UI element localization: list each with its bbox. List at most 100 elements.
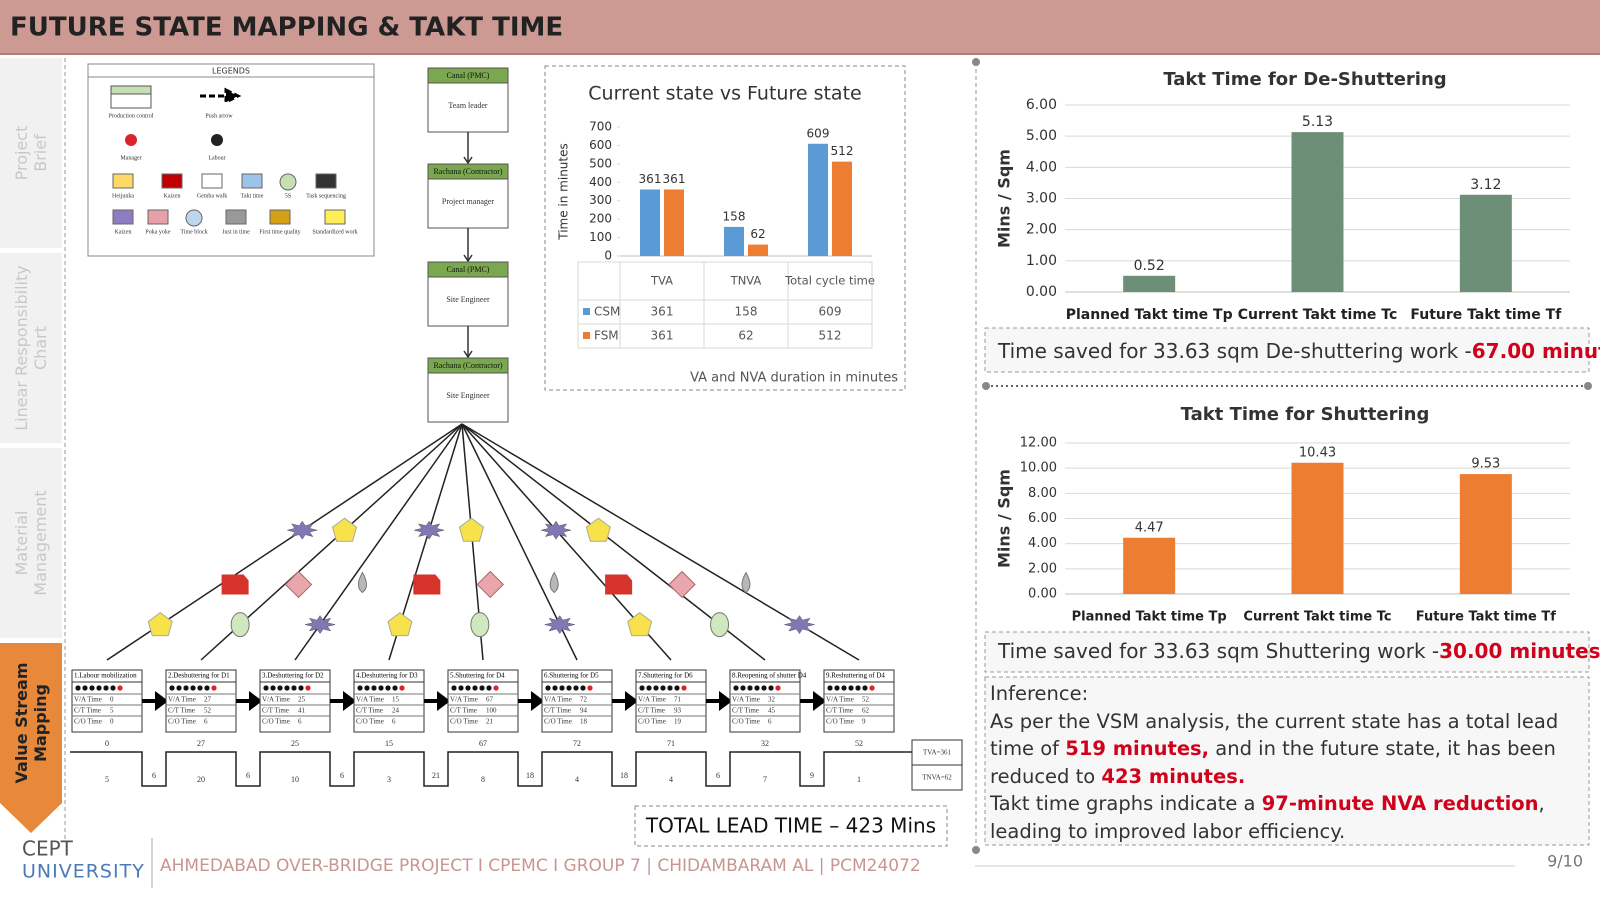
field-value: 32 [768, 696, 776, 704]
timeline-nva: 1 [857, 775, 861, 784]
chart-caption: VA and NVA duration in minutes [690, 371, 898, 386]
field-value: 9 [862, 718, 866, 726]
org-arrow [463, 228, 473, 263]
process-name: 2.Deshuttering for D1 [168, 672, 230, 680]
data-label: 609 [807, 126, 830, 140]
push-arrow [518, 691, 545, 711]
push-arrow [612, 691, 639, 711]
data-label: 0.52 [1134, 258, 1165, 274]
labour-icon [472, 685, 478, 691]
vsm-icon [549, 571, 559, 594]
labour-icon [834, 685, 840, 691]
x-tick-label: Total cycle time [784, 274, 875, 288]
bar [832, 161, 852, 256]
process-box [635, 669, 707, 733]
y-tick-label: 400 [589, 175, 612, 189]
legend-label: Kaizen [164, 193, 181, 199]
vsm-icon [147, 611, 173, 637]
table-value: 361 [651, 305, 674, 319]
y-tick-label: 700 [589, 120, 612, 134]
legend-icon [161, 173, 183, 189]
labour-icon [378, 685, 384, 691]
field-label: C/O Time [826, 718, 854, 726]
labour-icon [646, 685, 652, 691]
field-value: 94 [580, 707, 588, 715]
y-tick-label: 1.00 [1026, 253, 1057, 269]
data-label: 62 [750, 227, 765, 241]
labour-icon [486, 685, 492, 691]
timeline-nva: 8 [481, 775, 485, 784]
y-tick-label: 600 [589, 138, 612, 152]
y-tick-label: 6.00 [1028, 511, 1057, 526]
data-label: 5.13 [1302, 114, 1333, 130]
vsm-icon [627, 611, 653, 637]
saving-text: Time saved for 33.63 sqm De-shuttering w… [997, 339, 1600, 363]
legend-icon [211, 134, 223, 146]
bar [1123, 537, 1176, 594]
legend-label: Time block [180, 229, 207, 235]
push-arrow [800, 691, 827, 711]
field-label: V/A Time [168, 696, 196, 704]
labour-icon [479, 685, 485, 691]
labour-icon [364, 685, 370, 691]
timeline-nva: 7 [763, 775, 767, 784]
legend-label: Takt time [241, 193, 264, 199]
org-name: Canal (PMC) [447, 265, 490, 274]
vsm-icon [668, 570, 696, 599]
y-tick-label: 2.00 [1026, 222, 1057, 238]
timeline-va: 71 [667, 739, 675, 748]
org-name: Rachana (Contractor) [433, 167, 502, 176]
field-label: C/O Time [450, 718, 478, 726]
labour-icon [291, 685, 297, 691]
legend-label: Kaizen [115, 229, 132, 235]
y-axis-label: Mins / Sqm [995, 469, 1014, 568]
total-va: TVA=361 [923, 749, 951, 757]
legend-label: Gemba walk [197, 193, 228, 199]
inference-text: and in the future state, it has been red… [990, 737, 1556, 788]
inference-box [984, 676, 1590, 846]
table-value: 609 [819, 305, 842, 319]
org-node-head [427, 357, 509, 374]
labour-icon [841, 685, 847, 691]
vsm-icon [784, 615, 815, 635]
timeline-va: 0 [105, 739, 109, 748]
legend-label: Poka yoke [145, 229, 171, 235]
field-label: C/T Time [356, 707, 383, 715]
process-box [541, 669, 613, 733]
chart-title: Takt Time for De-Shuttering [1163, 69, 1446, 90]
process-box [353, 669, 425, 733]
timeline-co: 21 [432, 771, 440, 780]
bar [1459, 194, 1512, 292]
labour-icon [211, 685, 217, 691]
bar [808, 143, 828, 256]
labour-icon [298, 685, 304, 691]
header-bar [0, 0, 1600, 54]
legend-icon [324, 209, 346, 225]
inference-text: Takt time graphs indicate a [990, 792, 1262, 815]
y-tick-label: 4.00 [1026, 159, 1057, 175]
vsm-icon [605, 574, 633, 595]
saving-box [984, 327, 1590, 373]
vsm-icon [710, 612, 730, 638]
data-label: 4.47 [1135, 520, 1164, 535]
legend-icon [110, 85, 152, 95]
field-value: 52 [862, 696, 870, 704]
push-arrow [330, 691, 357, 711]
vsm-icon [741, 571, 751, 594]
legend-label: Task sequencing [306, 193, 346, 199]
table-value: 62 [738, 329, 753, 343]
sidebar-tab-label: Linear ResponsibilityChart [12, 265, 50, 431]
field-label: V/A Time [450, 696, 478, 704]
bar [1291, 132, 1344, 292]
legend-label: Manager [120, 155, 141, 161]
process-name: 8.Reopening of shutter D4 [732, 672, 807, 680]
data-label: 361 [639, 172, 662, 186]
y-tick-label: 200 [589, 212, 612, 226]
page-number: 9/10 [1547, 852, 1583, 871]
y-tick-label: 3.00 [1026, 191, 1057, 207]
table-value: 512 [819, 329, 842, 343]
vsm-icon [331, 517, 358, 542]
labour-icon [270, 685, 276, 691]
x-tick-label: Future Takt time Tf [1416, 610, 1556, 625]
field-value: 6 [392, 718, 396, 726]
